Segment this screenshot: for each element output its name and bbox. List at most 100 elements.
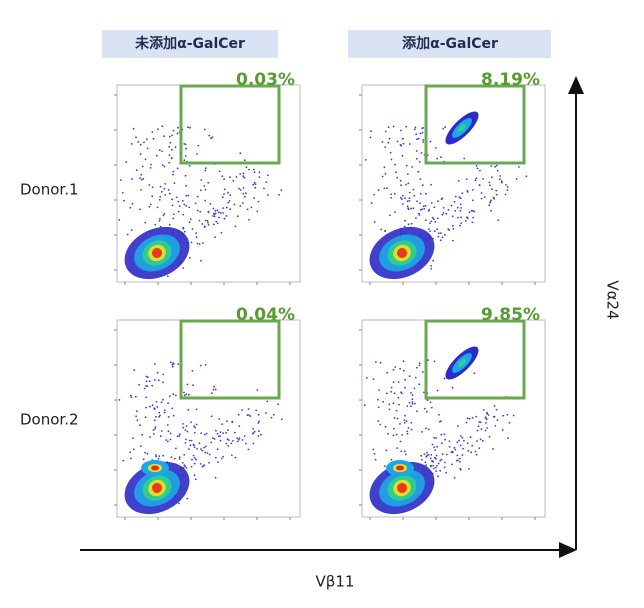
event-dot xyxy=(169,438,172,441)
event-dot xyxy=(475,453,478,456)
event-dot xyxy=(445,212,448,215)
event-dot xyxy=(441,213,444,216)
event-dot xyxy=(170,456,173,459)
event-dot xyxy=(175,447,177,450)
event-dot xyxy=(420,454,423,457)
event-dot xyxy=(153,419,156,422)
event-dot xyxy=(490,209,492,212)
event-dot xyxy=(232,179,235,182)
event-dot xyxy=(178,205,181,208)
event-dot xyxy=(412,188,415,191)
event-dot xyxy=(248,414,250,416)
event-dot xyxy=(215,220,218,223)
event-dot xyxy=(167,430,170,433)
event-dot xyxy=(430,406,433,409)
event-dot xyxy=(258,171,261,174)
event-dot xyxy=(214,212,217,215)
event-dot xyxy=(196,153,199,155)
event-dot xyxy=(243,435,246,437)
event-dot xyxy=(195,458,198,461)
event-dot xyxy=(157,379,160,382)
event-dot xyxy=(204,199,207,202)
event-dot xyxy=(466,442,469,444)
event-dot xyxy=(183,391,185,394)
event-dot xyxy=(131,178,134,181)
event-dot xyxy=(220,231,223,234)
event-dot xyxy=(414,402,416,405)
event-dot xyxy=(194,202,197,205)
event-dot xyxy=(225,432,228,434)
event-dot xyxy=(201,465,204,468)
event-dot xyxy=(488,435,491,438)
event-dot xyxy=(158,220,161,222)
event-dot xyxy=(410,405,412,408)
event-dot xyxy=(137,141,140,143)
event-dot xyxy=(152,433,155,435)
event-dot xyxy=(452,227,455,230)
event-dot xyxy=(411,166,413,168)
event-dot xyxy=(429,222,431,225)
density xyxy=(458,124,466,132)
event-dot xyxy=(388,403,391,406)
event-dot xyxy=(501,181,503,184)
event-dot xyxy=(402,369,405,372)
event-dot xyxy=(405,164,408,167)
event-dot xyxy=(383,465,386,467)
flow-plot: 0.03% xyxy=(114,70,301,285)
event-dot xyxy=(188,206,191,209)
row-label: Donor.1 xyxy=(20,181,79,199)
event-dot xyxy=(430,202,433,204)
event-dot xyxy=(218,216,220,219)
event-dot xyxy=(171,407,174,410)
event-dot xyxy=(257,422,260,424)
event-dot xyxy=(159,414,161,417)
event-dot xyxy=(161,164,164,167)
event-dot xyxy=(383,166,386,169)
event-dot xyxy=(280,189,283,192)
event-dot xyxy=(434,466,437,469)
event-dot xyxy=(215,429,217,432)
event-dot xyxy=(167,188,170,191)
event-dot xyxy=(494,165,496,168)
event-dot xyxy=(382,400,384,403)
event-dot xyxy=(418,212,420,215)
event-dot xyxy=(433,360,436,363)
event-dot xyxy=(214,236,216,239)
event-dot xyxy=(278,193,280,196)
event-dot xyxy=(383,187,386,190)
event-dot xyxy=(171,365,174,368)
event-dot xyxy=(436,157,439,160)
event-dot xyxy=(480,197,483,200)
event-dot xyxy=(183,143,186,145)
event-dot xyxy=(434,449,437,451)
x-axis-label: Vβ11 xyxy=(316,573,355,591)
event-dot xyxy=(198,219,201,222)
event-dot xyxy=(402,142,405,145)
event-dot xyxy=(189,126,191,129)
event-dot xyxy=(190,439,193,442)
event-dot xyxy=(212,215,215,217)
event-dot xyxy=(408,191,411,194)
event-dot xyxy=(252,428,255,430)
event-dot xyxy=(204,451,207,454)
event-dot xyxy=(250,206,253,209)
event-dot xyxy=(266,174,269,177)
event-dot xyxy=(458,196,461,199)
event-dot xyxy=(486,427,488,429)
event-dot xyxy=(396,447,399,449)
event-dot xyxy=(221,175,224,178)
event-dot xyxy=(183,464,186,466)
event-dot xyxy=(424,461,427,464)
density xyxy=(151,465,159,471)
event-dot xyxy=(466,417,469,420)
event-dot xyxy=(191,228,194,230)
event-dot xyxy=(439,469,442,472)
event-dot xyxy=(492,196,495,199)
event-dot xyxy=(434,221,437,223)
event-dot xyxy=(448,440,451,443)
event-dot xyxy=(364,159,367,161)
event-dot xyxy=(478,184,481,187)
event-dot xyxy=(204,219,207,222)
event-dot xyxy=(130,396,133,399)
event-dot xyxy=(147,376,149,379)
